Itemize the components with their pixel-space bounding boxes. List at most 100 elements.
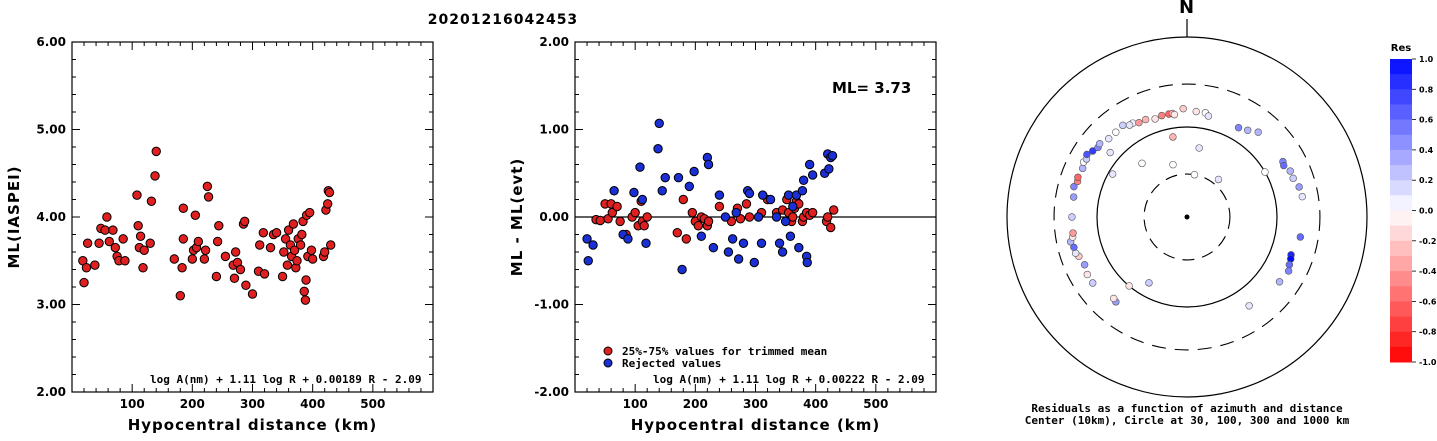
colorbar-segment	[1390, 331, 1412, 348]
ring-300km	[1053, 83, 1321, 351]
rejected-point	[738, 238, 749, 248]
station-point	[1214, 175, 1223, 184]
colorbar-segment	[1390, 346, 1412, 363]
data-point	[283, 225, 294, 235]
y-tick-label: 2.00	[539, 35, 569, 49]
rejected-point	[637, 194, 648, 205]
data-point	[279, 247, 289, 257]
data-point	[299, 286, 309, 297]
rejected-point	[635, 162, 645, 172]
rejected-point	[824, 164, 834, 174]
data-point	[193, 236, 204, 247]
rejected-point	[696, 231, 707, 241]
data-point	[202, 181, 213, 192]
rejected-point	[623, 234, 633, 244]
station-point	[1089, 147, 1097, 155]
station-point	[1296, 233, 1305, 241]
rejected-point	[794, 242, 804, 253]
data-point	[212, 236, 223, 247]
data-point	[79, 277, 89, 288]
data-point	[300, 295, 311, 305]
rejected-point	[684, 181, 695, 192]
station-point	[1244, 126, 1252, 134]
data-point	[100, 225, 110, 235]
rejected-point	[660, 172, 670, 183]
residual-colorbar: Res 1.0 0.8 0.6 0.4 0.2 0.0 -0.2 -0.4 -0.6 -0.8 -1.…	[1390, 43, 1437, 367]
data-point	[175, 291, 186, 301]
station-point	[1169, 133, 1177, 141]
data-point	[607, 207, 618, 218]
rejected-point	[703, 159, 714, 170]
data-point	[110, 242, 121, 253]
rejected-point	[744, 188, 755, 199]
rejected-point	[708, 242, 719, 253]
colorbar-segment	[1390, 149, 1412, 166]
ring-30km	[1143, 173, 1231, 261]
x-axis-label: Hypocentral distance (km)	[631, 416, 881, 434]
rejected-point	[641, 238, 651, 248]
data-point	[229, 273, 240, 283]
rejected-point	[765, 194, 776, 205]
data-point	[282, 260, 293, 270]
data-point	[307, 254, 318, 264]
colorbar-tick-label: -1.0	[1419, 358, 1437, 367]
rejected-point	[733, 254, 744, 264]
colorbar-title: Res	[1391, 43, 1411, 54]
colorbar-segment	[1390, 225, 1412, 242]
data-point	[211, 271, 222, 282]
station-point	[1089, 279, 1097, 287]
x-tick-label: 200	[180, 397, 205, 411]
y-tick-label: 6.00	[36, 35, 66, 49]
north-label: N	[1179, 0, 1195, 18]
data-point	[247, 289, 258, 299]
station-point	[1254, 128, 1262, 136]
colorbar-segment	[1390, 89, 1412, 105]
data-point	[150, 171, 160, 181]
data-point	[744, 212, 755, 222]
colorbar-segment	[1390, 74, 1412, 90]
rejected-point	[583, 256, 593, 266]
station-point	[1078, 164, 1087, 173]
station-point	[1170, 110, 1179, 119]
data-point	[320, 247, 330, 257]
data-point	[687, 207, 698, 218]
station-point	[1204, 112, 1213, 120]
ring-100km	[1096, 126, 1278, 308]
polar-caption-line1: Residuals as a function of azimuth and d…	[1031, 402, 1343, 415]
x-axis-label: Hypocentral distance (km)	[128, 416, 378, 434]
data-point	[277, 271, 288, 282]
x-tick-label: 400	[803, 397, 828, 411]
y-tick-label: 2.00	[36, 385, 66, 399]
colorbar-tick-label: 0.6	[1419, 116, 1434, 125]
x-tick-label: 200	[683, 397, 708, 411]
data-point	[255, 240, 265, 250]
data-point	[90, 260, 100, 270]
data-point	[823, 212, 833, 222]
station-point	[1169, 160, 1177, 169]
data-point	[642, 212, 652, 222]
station-point	[1295, 183, 1303, 191]
colorbar-segment	[1390, 59, 1412, 75]
rejected-point	[582, 234, 592, 244]
data-point	[190, 210, 201, 220]
y-axis-label: ML(IASPEI)	[5, 165, 23, 268]
station-point	[1286, 167, 1294, 175]
legend-marker	[603, 346, 613, 356]
station-point	[1135, 118, 1143, 127]
residual-vs-distance-panel: 100 200 300 400 500 -2.00 -1.00 0.00 1.00 2.00 Hyp…	[508, 35, 937, 434]
rejected-point	[689, 166, 699, 177]
formula-label: log A(nm) + 1.11 log R + 0.00189 R - 2.0…	[150, 373, 422, 386]
colorbar-tick-label: 0.4	[1419, 146, 1434, 155]
data-point	[306, 245, 317, 255]
data-point	[203, 192, 214, 202]
y-axis-label: ML - ML(evt)	[508, 158, 526, 276]
data-point	[258, 228, 269, 238]
data-point	[135, 231, 146, 241]
colorbar-tick-label: -0.8	[1419, 328, 1437, 337]
station-point	[1109, 294, 1118, 303]
ml-vs-distance-panel: 100 200 300 400 500 2.00 3.00 4.00 5.00 6.00 Hypoc…	[5, 35, 434, 434]
data-point	[672, 228, 682, 238]
y-tick-label: 4.00	[36, 210, 66, 224]
station-point	[1125, 282, 1133, 290]
colorbar-tick-label: -0.6	[1419, 297, 1437, 306]
